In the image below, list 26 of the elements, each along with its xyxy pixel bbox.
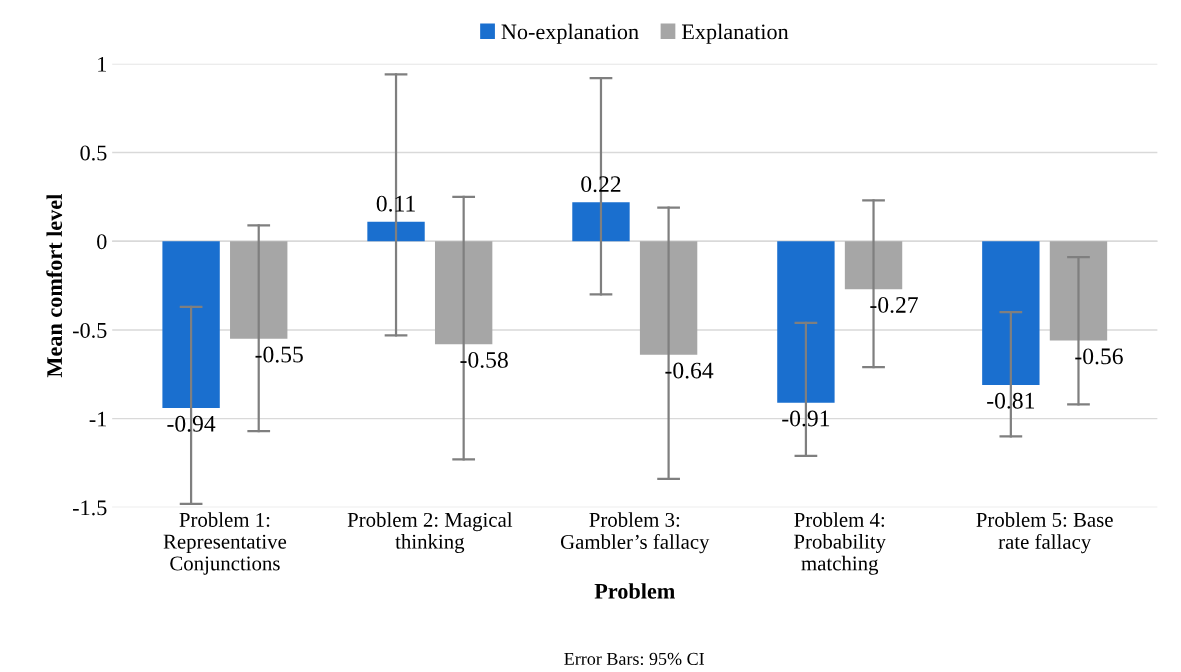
data-label: -0.94 <box>167 415 216 432</box>
legend-label: No-explanation <box>501 23 639 44</box>
y-tick-label: -0.5 <box>72 322 107 338</box>
y-tick-label: 0.5 <box>80 145 107 161</box>
data-label: -0.55 <box>255 346 303 363</box>
y-tick-label: 1 <box>98 56 106 72</box>
y-tick-label: -1.5 <box>72 500 107 516</box>
data-label: -0.64 <box>665 362 714 379</box>
legend-label: Explanation <box>681 23 789 44</box>
x-tick-label: Problem 5: Base rate fallacy <box>976 512 1113 554</box>
x-tick-label: Problem 3: Gambler’s fallacy <box>560 512 710 554</box>
data-label: -0.56 <box>1075 348 1123 365</box>
x-tick-label: Problem 4: Probability matching <box>794 512 886 575</box>
data-label: -0.27 <box>870 296 918 313</box>
y-axis-title: Mean comfort level <box>46 194 63 378</box>
y-tick-label: 0 <box>97 234 107 250</box>
x-axis-title: Problem <box>594 583 675 599</box>
x-tick-label: Problem 2: Magical thinking <box>347 512 513 554</box>
data-label: -0.81 <box>987 392 1035 409</box>
y-tick-label: -1 <box>89 411 106 427</box>
data-label: 0.11 <box>376 195 415 212</box>
data-label: 0.22 <box>581 176 621 193</box>
data-label: -0.91 <box>782 410 830 427</box>
x-tick-label: Problem 1: Representative Conjunctions <box>163 512 287 575</box>
data-label: -0.58 <box>460 351 508 368</box>
text: Error Bars: 95% CI <box>564 652 705 666</box>
